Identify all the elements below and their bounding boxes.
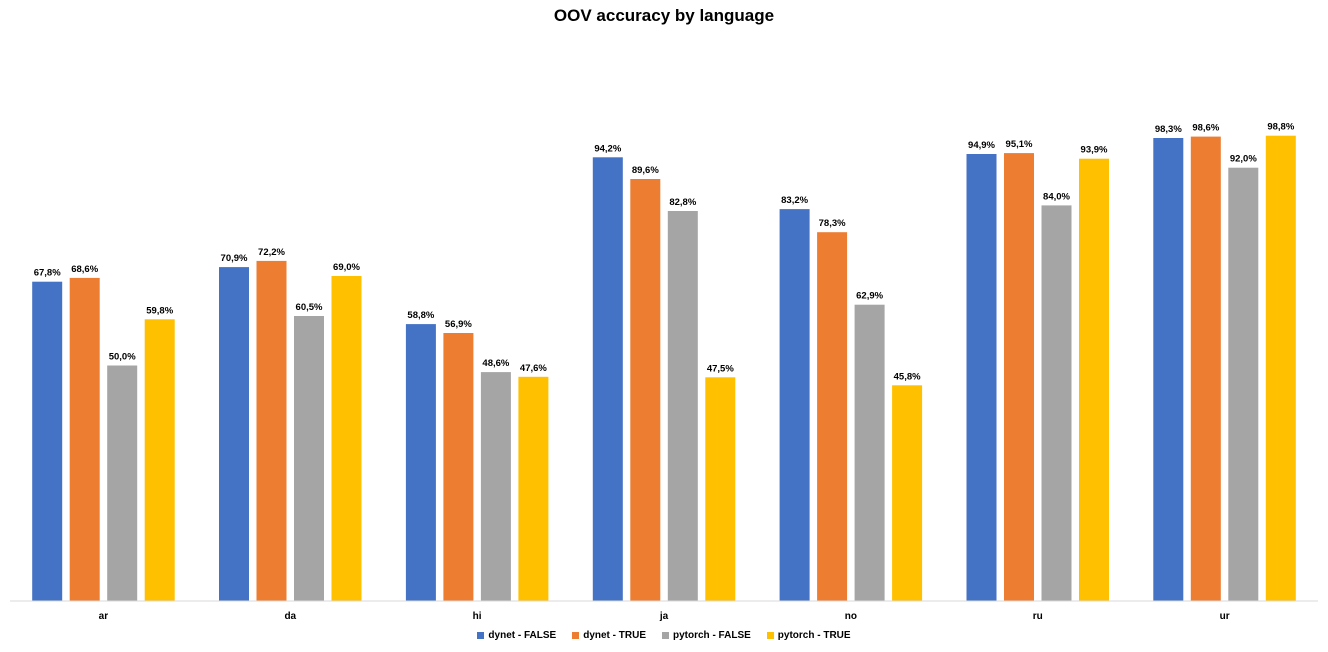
data-label-da-series-1: 72,2% xyxy=(258,247,285,258)
data-label-no-series-0: 83,2% xyxy=(781,195,808,206)
bar-ar-series-3 xyxy=(144,319,175,601)
bar-ru-series-1 xyxy=(1004,153,1034,601)
x-tick-labels-layer: ar da hi ja no ru ur xyxy=(99,611,1230,622)
data-labels-layer: 67,8% 68,6% 50,0% 59,8% 70,9% 72,2% 60,5% 69,0%… xyxy=(34,122,1295,383)
legend-swatch xyxy=(572,632,580,639)
data-label-hi-series-0: 58,8% xyxy=(407,310,434,321)
legend-item-series-2: pytorch - FALSE xyxy=(662,630,751,641)
legend-item-series-3: pytorch - TRUE xyxy=(766,630,851,641)
data-label-da-series-2: 60,5% xyxy=(296,302,323,313)
legend-label: pytorch - FALSE xyxy=(673,630,751,641)
data-label-ur-series-3: 98,8% xyxy=(1267,122,1294,133)
bar-hi-series-2 xyxy=(480,372,511,601)
bar-ar-series-1 xyxy=(69,277,100,601)
bar-no-series-0 xyxy=(779,209,810,601)
x-tick-label-ar: ar xyxy=(99,611,109,622)
x-tick-label-ja: ja xyxy=(659,611,669,622)
bar-ru-series-0 xyxy=(966,154,997,601)
data-label-ja-series-2: 82,8% xyxy=(669,197,696,208)
bar-ja-series-0 xyxy=(592,157,623,602)
bar-ru-series-3 xyxy=(1079,158,1109,601)
bar-no-series-1 xyxy=(817,232,848,601)
bar-da-series-2 xyxy=(294,316,324,601)
bar-hi-series-3 xyxy=(518,376,549,601)
x-tick-label-hi: hi xyxy=(473,611,482,622)
bar-ja-series-3 xyxy=(705,377,736,601)
bar-ar-series-0 xyxy=(32,281,63,601)
data-label-hi-series-1: 56,9% xyxy=(445,319,472,330)
legend-swatch xyxy=(766,632,774,639)
x-tick-label-ur: ur xyxy=(1220,611,1230,622)
bar-ur-series-0 xyxy=(1153,138,1184,601)
data-label-da-series-3: 69,0% xyxy=(333,262,360,273)
data-label-ja-series-0: 94,2% xyxy=(594,143,621,154)
bar-no-series-3 xyxy=(892,385,923,601)
bar-ja-series-2 xyxy=(667,211,698,601)
bar-da-series-0 xyxy=(219,267,249,601)
data-label-no-series-1: 78,3% xyxy=(819,218,846,229)
bars-layer xyxy=(32,135,1296,602)
legend-item-series-0: dynet - FALSE xyxy=(477,630,556,641)
data-label-ar-series-2: 50,0% xyxy=(109,352,136,363)
data-label-ar-series-3: 59,8% xyxy=(146,305,173,316)
bar-ur-series-2 xyxy=(1228,167,1259,601)
legend-label: pytorch - TRUE xyxy=(777,630,851,641)
legend-label: dynet - TRUE xyxy=(583,630,646,641)
bar-ur-series-3 xyxy=(1265,135,1296,601)
x-tick-label-ru: ru xyxy=(1033,611,1043,622)
bar-da-series-3 xyxy=(331,276,362,601)
legend: dynet - FALSE dynet - TRUE pytorch - FALSE… xyxy=(0,630,1328,641)
data-label-da-series-0: 70,9% xyxy=(221,253,248,264)
x-tick-label-no: no xyxy=(845,611,857,622)
data-label-ja-series-3: 47,5% xyxy=(707,363,734,374)
bar-da-series-1 xyxy=(256,260,287,601)
bar-ar-series-2 xyxy=(107,365,138,601)
legend-item-series-1: dynet - TRUE xyxy=(572,630,646,641)
data-label-ar-series-0: 67,8% xyxy=(34,268,61,279)
data-label-ar-series-1: 68,6% xyxy=(71,264,98,275)
legend-swatch xyxy=(662,632,669,639)
x-tick-label-da: da xyxy=(284,611,296,622)
data-label-ru-series-0: 94,9% xyxy=(968,140,995,151)
bar-hi-series-1 xyxy=(443,333,474,601)
bar-ja-series-1 xyxy=(630,179,661,601)
legend-swatch xyxy=(477,632,485,639)
data-label-ja-series-1: 89,6% xyxy=(632,165,659,176)
data-label-no-series-2: 62,9% xyxy=(856,291,883,302)
data-label-ur-series-2: 92,0% xyxy=(1230,154,1257,165)
chart-title: OOV accuracy by language xyxy=(553,6,775,25)
bar-no-series-2 xyxy=(854,304,885,601)
data-label-no-series-3: 45,8% xyxy=(894,371,921,382)
data-label-ur-series-0: 98,3% xyxy=(1155,124,1182,135)
data-label-hi-series-2: 48,6% xyxy=(482,358,509,369)
bar-hi-series-0 xyxy=(405,324,436,601)
data-label-hi-series-3: 47,6% xyxy=(520,363,547,374)
data-label-ru-series-2: 84,0% xyxy=(1043,191,1070,202)
legend-label: dynet - FALSE xyxy=(488,630,557,641)
data-label-ru-series-1: 95,1% xyxy=(1006,139,1033,150)
bar-ru-series-2 xyxy=(1041,205,1072,601)
data-label-ru-series-3: 93,9% xyxy=(1081,145,1108,156)
data-label-ur-series-1: 98,6% xyxy=(1192,123,1219,134)
bar-ur-series-1 xyxy=(1190,136,1221,601)
